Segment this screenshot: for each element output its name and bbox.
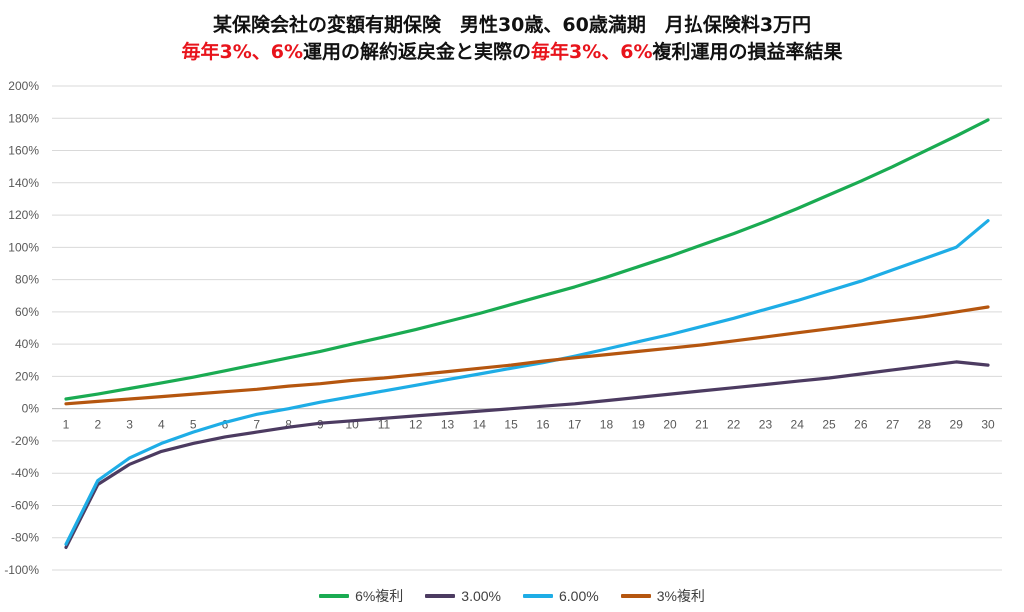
- title-red-part-2: 毎年3%、6%: [531, 41, 653, 63]
- x-tick-label: 26: [854, 418, 868, 432]
- legend-item-3: 6.00%: [523, 586, 599, 606]
- x-tick-label: 16: [536, 418, 550, 432]
- x-tick-label: 15: [504, 418, 518, 432]
- legend-label: 6.00%: [559, 588, 599, 604]
- x-tick-label: 17: [568, 418, 582, 432]
- x-tick-label: 25: [822, 418, 836, 432]
- series-line-3: [64, 219, 990, 546]
- x-tick-label: 23: [759, 418, 773, 432]
- legend-swatch: [620, 594, 651, 598]
- series-lines: [64, 118, 990, 550]
- x-tick-label: 4: [158, 418, 165, 432]
- title-black-part-1: 運用の解約返戻金と実際の: [302, 41, 531, 63]
- y-tick-label: -100%: [4, 563, 39, 577]
- x-tick-label: 2: [94, 418, 101, 432]
- x-tick-label: 1: [63, 418, 70, 432]
- y-tick-label: 20%: [15, 369, 39, 383]
- legend-swatch: [319, 594, 350, 598]
- y-tick-label: 100%: [8, 240, 39, 254]
- gridlines: [52, 85, 1002, 571]
- title-red-part-1: 毎年3%、6%: [181, 41, 303, 63]
- y-tick-label: -20%: [11, 434, 39, 448]
- series-line-1: [64, 118, 990, 401]
- y-tick-label: 80%: [15, 273, 39, 287]
- x-tick-label: 30: [981, 418, 995, 432]
- x-tick-label: 29: [950, 418, 964, 432]
- x-tick-label: 22: [727, 418, 741, 432]
- x-tick-label: 14: [473, 418, 487, 432]
- x-tick-label: 20: [663, 418, 677, 432]
- x-tick-label: 13: [441, 418, 455, 432]
- x-tick-label: 28: [918, 418, 932, 432]
- x-tick-label: 7: [253, 418, 260, 432]
- y-tick-label: -80%: [11, 531, 39, 545]
- x-tick-label: 5: [190, 418, 197, 432]
- x-tick-label: 11: [378, 418, 391, 432]
- legend-item-2: 3.00%: [425, 586, 501, 606]
- y-tick-label: 120%: [8, 208, 39, 222]
- legend: 6%複利 3.00% 6.00% 3%複利: [0, 586, 1024, 606]
- series-line-2: [64, 360, 990, 550]
- legend-item-1: 6%複利: [319, 586, 403, 606]
- legend-item-4: 3%複利: [620, 586, 705, 606]
- x-tick-label: 19: [632, 418, 646, 432]
- x-tick-label: 18: [600, 418, 614, 432]
- y-tick-label: 140%: [8, 176, 39, 190]
- legend-swatch: [523, 594, 553, 598]
- x-tick-label: 8: [285, 418, 292, 432]
- x-tick-label: 12: [409, 418, 423, 432]
- x-tick-label: 21: [695, 418, 709, 432]
- axes: -100% -80% -60% -40% -20% 0% 20% 40% 60% 80% 100% 1…: [4, 79, 1002, 577]
- legend-label: 6%複利: [355, 588, 404, 604]
- chart-title-line2: 毎年3%、6%運用の解約返戻金と実際の毎年3%、6%複利運用の損益率結果: [0, 37, 1024, 64]
- x-tick-label: 3: [126, 418, 133, 432]
- x-tick-label: 6: [222, 418, 229, 432]
- series-line-4: [64, 305, 990, 406]
- y-tick-label: -40%: [11, 466, 39, 480]
- x-tick-label: 24: [791, 418, 805, 432]
- y-tick-label: -60%: [11, 498, 39, 512]
- chart-title-line1: 某保険会社の変額有期保険 男性30歳、60歳満期 月払保険料3万円: [212, 14, 812, 36]
- y-tick-label: 180%: [8, 111, 39, 125]
- legend-label: 3%複利: [656, 588, 705, 604]
- y-tick-label: 60%: [15, 305, 39, 319]
- legend-label: 3.00%: [461, 588, 501, 604]
- y-tick-label: 0%: [22, 402, 40, 416]
- x-tick-label: 27: [886, 418, 900, 432]
- legend-swatch: [425, 594, 456, 598]
- y-tick-label: 200%: [8, 79, 39, 93]
- y-tick-label: 160%: [8, 144, 39, 158]
- title-black-part-2: 複利運用の損益率結果: [652, 41, 843, 63]
- y-tick-label: 40%: [15, 337, 39, 351]
